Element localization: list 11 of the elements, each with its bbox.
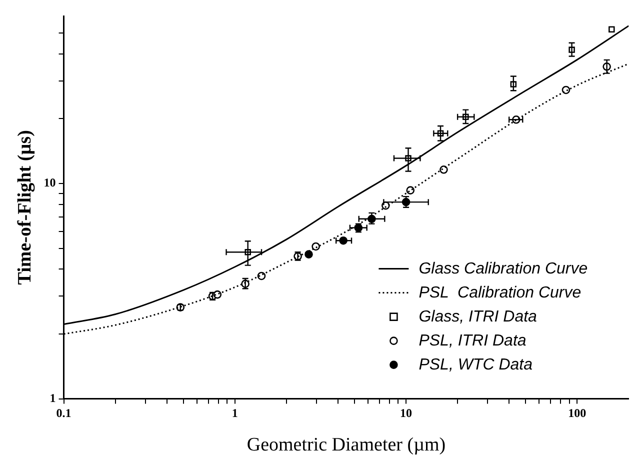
legend-label: PSL, WTC Data bbox=[418, 356, 533, 374]
legend-label: Glass, ITRI Data bbox=[418, 308, 538, 326]
legend-label: Glass Calibration Curve bbox=[418, 260, 588, 278]
x-tick-label: 0.1 bbox=[56, 406, 72, 420]
x-axis-title: Geometric Diameter (µm) bbox=[246, 434, 446, 456]
x-tick-label: 1 bbox=[232, 406, 238, 420]
legend-label: PSL, ITRI Data bbox=[418, 332, 526, 350]
y-axis-title: Time-of-Flight (µs) bbox=[14, 130, 36, 285]
x-tick-label: 10 bbox=[400, 406, 412, 420]
x-tick-label: 100 bbox=[568, 406, 586, 420]
legend-label: PSL Calibration Curve bbox=[418, 284, 582, 302]
